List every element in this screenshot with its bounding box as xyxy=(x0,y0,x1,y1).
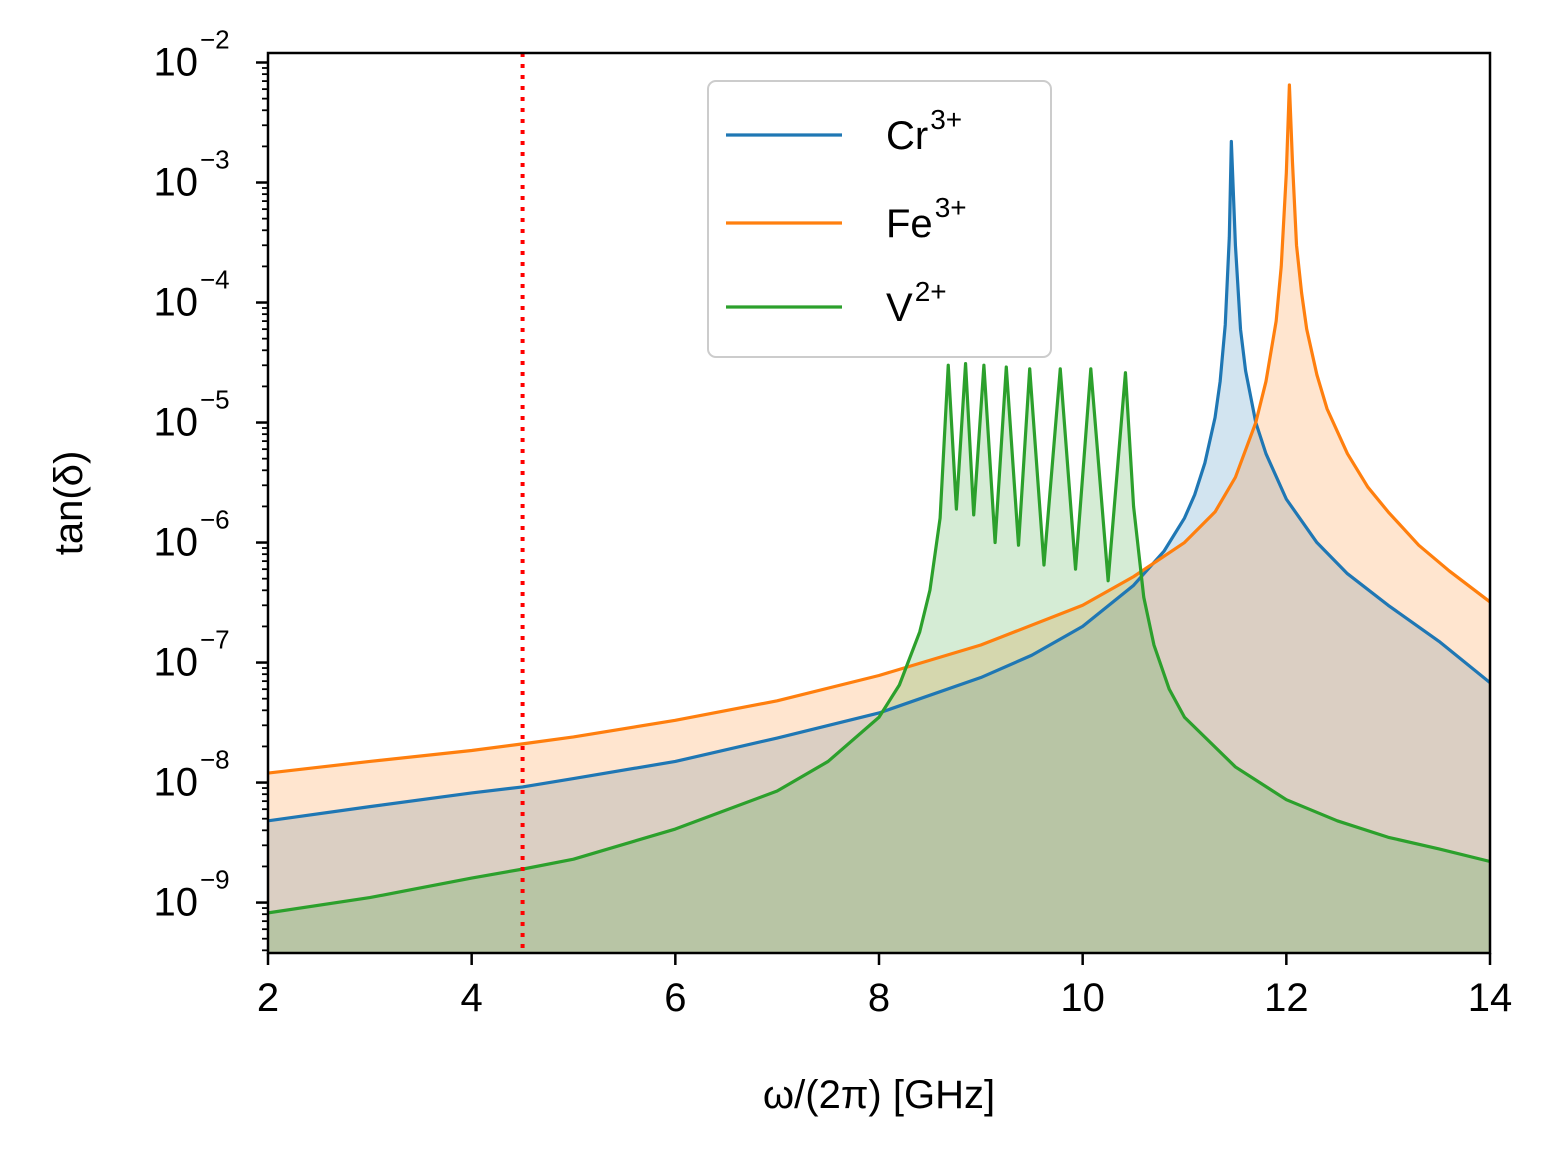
x-axis: 2 4 6 8 10 12 14 xyxy=(257,953,1512,1020)
legend-box xyxy=(707,80,1052,358)
y-axis: 10−910−810−710−610−510−410−310−2 xyxy=(154,25,268,952)
y-tick-exponent: −9 xyxy=(200,865,230,895)
legend-superscript-cr: 3+ xyxy=(930,104,962,135)
y-tick-exponent: −7 xyxy=(200,625,230,655)
y-tick-exponent: −4 xyxy=(200,265,230,295)
series-fill-fe xyxy=(268,84,1490,953)
x-tick-label: 4 xyxy=(461,976,483,1020)
legend-superscript-fe: 3+ xyxy=(935,192,967,223)
x-tick-label: 10 xyxy=(1060,976,1105,1020)
legend-superscript-v: 2+ xyxy=(915,276,947,307)
x-tick-label: 12 xyxy=(1264,976,1309,1020)
series-fill-v xyxy=(268,363,1490,953)
y-tick-label: 10 xyxy=(154,161,199,205)
x-tick-label: 8 xyxy=(868,976,890,1020)
x-tick-label: 6 xyxy=(664,976,686,1020)
series-lines xyxy=(268,83,1490,915)
legend-items: Cr 3+Fe 3+V 2+ xyxy=(726,104,967,330)
legend-label-v: V xyxy=(886,286,913,330)
legend: Cr 3+Fe 3+V 2+ xyxy=(707,80,1052,358)
x-tick-label: 2 xyxy=(257,976,279,1020)
y-tick-label: 10 xyxy=(154,41,199,85)
y-tick-exponent: −3 xyxy=(200,145,230,175)
series-line-cr xyxy=(268,139,1490,823)
y-tick-label: 10 xyxy=(154,401,199,445)
series-line-v xyxy=(268,361,1490,915)
legend-label-fe: Fe xyxy=(886,202,933,246)
y-tick-exponent: −6 xyxy=(200,505,230,535)
y-tick-label: 10 xyxy=(154,281,199,325)
legend-label-cr: Cr xyxy=(886,114,928,158)
y-tick-exponent: −2 xyxy=(200,25,230,55)
y-tick-label: 10 xyxy=(154,521,199,565)
x-axis-label: ω/(2π) [GHz] xyxy=(763,1073,995,1117)
y-tick-exponent: −8 xyxy=(200,745,230,775)
y-tick-label: 10 xyxy=(154,881,199,925)
x-tick-label: 14 xyxy=(1468,976,1513,1020)
series-line-fe xyxy=(268,83,1490,775)
y-tick-exponent: −5 xyxy=(200,385,230,415)
y-tick-label: 10 xyxy=(154,761,199,805)
series-fill-cr xyxy=(268,141,1490,953)
y-axis-label: tan(δ) xyxy=(47,451,91,556)
y-tick-label: 10 xyxy=(154,641,199,685)
series-fills xyxy=(268,84,1490,953)
